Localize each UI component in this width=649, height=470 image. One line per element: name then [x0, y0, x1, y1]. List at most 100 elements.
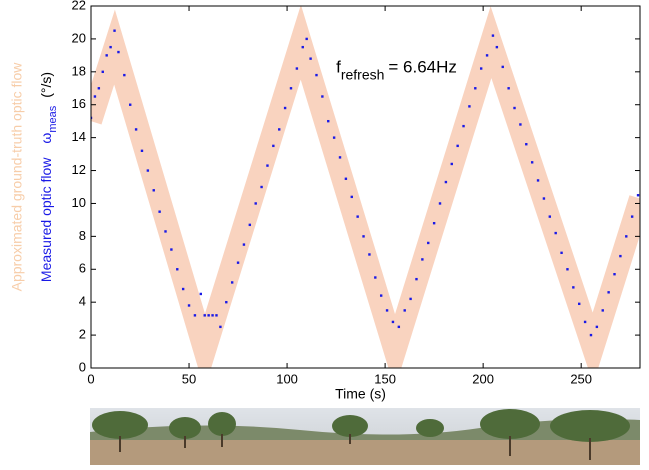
measured-point: [595, 325, 599, 329]
x-tick-label: 100: [276, 371, 298, 386]
measured-point: [93, 95, 97, 98]
y-tick-label: 22: [72, 0, 86, 12]
y-tick-label: 2: [79, 327, 86, 342]
measured-point: [485, 54, 489, 57]
measured-point: [164, 230, 167, 233]
measured-point: [321, 95, 324, 98]
measured-point: [566, 268, 569, 271]
measured-point: [391, 320, 395, 324]
panorama: [90, 408, 640, 465]
measured-point: [513, 106, 516, 110]
measured-point: [501, 65, 504, 69]
measured-point: [199, 292, 202, 296]
measured-point: [272, 144, 275, 148]
x-tick-label: 250: [570, 371, 592, 386]
measured-point: [203, 314, 206, 317]
measured-point: [607, 291, 610, 294]
y-tick-label: 0: [79, 359, 86, 374]
measured-point: [350, 195, 353, 199]
measured-point: [134, 128, 138, 131]
measured-point: [123, 73, 126, 77]
measured-point: [158, 210, 161, 213]
measured-point: [542, 197, 546, 200]
measured-point: [578, 302, 581, 306]
measured-point: [301, 45, 304, 49]
measured-point: [613, 273, 616, 276]
measured-point: [254, 202, 257, 205]
measured-point: [305, 37, 308, 41]
measured-point: [630, 215, 634, 218]
measured-point: [397, 325, 401, 329]
measured-point: [636, 194, 640, 197]
measured-point: [619, 254, 622, 258]
measured-point: [572, 286, 575, 289]
ylabel-text: Measured optic flow: [38, 157, 54, 282]
x-tick-label: 200: [472, 371, 494, 386]
measured-point: [462, 124, 465, 128]
measured-point: [207, 314, 210, 317]
series-group: [91, 6, 640, 368]
measured-point: [495, 45, 499, 49]
measured-point: [479, 67, 483, 70]
measured-point: [260, 185, 263, 189]
measured-point: [109, 45, 112, 49]
y-tick-label: 18: [72, 63, 86, 78]
measured-point: [356, 215, 359, 218]
y-tick-label: 8: [79, 228, 86, 243]
measured-point: [379, 294, 383, 297]
measured-point: [368, 253, 371, 256]
measured-point: [129, 103, 132, 106]
measured-point: [236, 261, 240, 264]
measured-point: [146, 169, 150, 172]
measured-point: [117, 50, 120, 54]
measured-point: [525, 143, 528, 146]
ground-truth-band: [91, 6, 640, 368]
measured-point: [295, 67, 299, 70]
measured-point: [450, 162, 453, 166]
measured-point: [530, 161, 534, 164]
measured-point: [278, 128, 281, 131]
ylabel-subscript: meas: [47, 105, 59, 132]
measured-point: [554, 231, 557, 235]
measured-point: [97, 87, 101, 90]
measured-point: [176, 268, 179, 271]
y-tick-label: 14: [72, 129, 86, 144]
axes-box: [90, 5, 641, 369]
x-tick-label: 0: [87, 371, 94, 386]
y-tick-label: 16: [72, 96, 86, 111]
ylabel-unit: (°/s): [38, 72, 54, 98]
y-tick-label: 10: [72, 195, 86, 210]
y-axis-label-measured: Measured optic flow ωmeas (°/s): [38, 72, 59, 282]
measured-point: [315, 73, 318, 77]
y-tick-label: 6: [79, 261, 86, 276]
measured-point: [421, 258, 424, 261]
measured-point: [344, 177, 348, 180]
measured-point: [248, 223, 252, 227]
measured-point: [219, 325, 222, 329]
y-tick-label: 12: [72, 162, 86, 177]
measured-point: [327, 119, 330, 123]
measured-point: [374, 276, 377, 279]
measured-point: [519, 123, 522, 126]
measured-point: [432, 222, 436, 225]
annotation-subscript: refresh: [341, 66, 385, 82]
measured-point: [152, 189, 155, 192]
measured-point: [409, 297, 412, 301]
measured-point: [625, 235, 628, 238]
measured-point: [444, 180, 448, 184]
measured-point: [403, 309, 406, 312]
measured-point: [242, 243, 246, 246]
x-axis-label: Time (s): [335, 386, 386, 402]
measured-point: [474, 87, 477, 90]
measured-point: [362, 235, 365, 238]
y-tick-label: 20: [72, 30, 86, 45]
measured-point: [170, 248, 173, 251]
measured-point: [309, 57, 312, 60]
measured-point: [468, 105, 471, 108]
plot-area: 0 2 4 6 8 10 12 14 16 18 20 22 0 50 100 150 200 250 Time (…: [9, 0, 641, 402]
measured-point: [105, 54, 108, 57]
measured-point: [225, 300, 228, 304]
x-tick-label: 150: [374, 371, 396, 386]
ylabel-symbol: ω: [38, 133, 54, 144]
